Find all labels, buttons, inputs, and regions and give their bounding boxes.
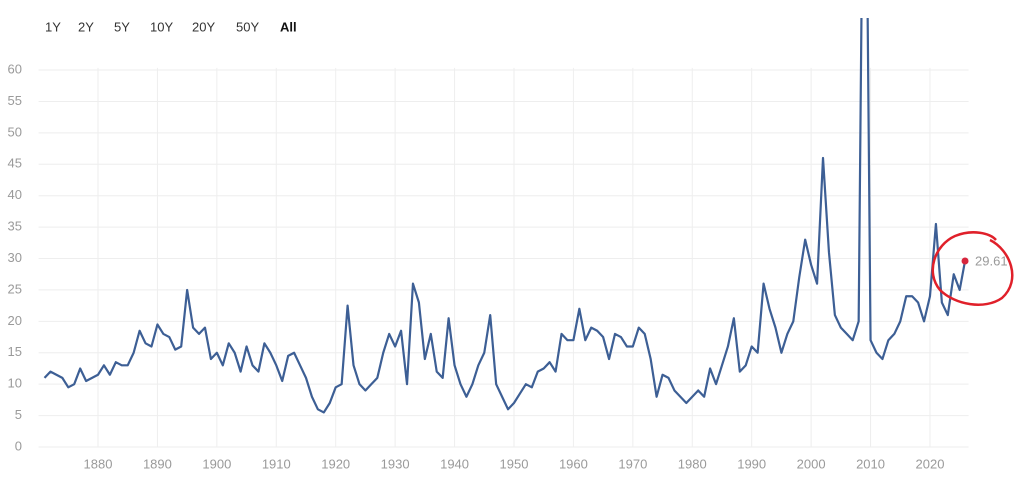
- y-tick-label: 20: [8, 313, 22, 328]
- x-tick-label: 1900: [202, 456, 231, 471]
- range-button[interactable]: 20Y: [192, 19, 215, 34]
- x-tick-label: 1940: [440, 456, 469, 471]
- y-tick-label: 15: [8, 344, 22, 359]
- plot-area: [43, 18, 967, 414]
- last-point: [961, 257, 969, 265]
- y-tick-label: 45: [8, 156, 22, 171]
- x-tick-label: 2020: [916, 456, 945, 471]
- range-button[interactable]: 10Y: [150, 19, 173, 34]
- x-tick-label: 1930: [381, 456, 410, 471]
- range-button[interactable]: 2Y: [78, 19, 94, 34]
- grid: [38, 67, 969, 448]
- y-tick-label: 5: [15, 407, 22, 422]
- range-button[interactable]: 5Y: [114, 19, 130, 34]
- line-series: [43, 18, 967, 414]
- x-tick-label: 2000: [797, 456, 826, 471]
- y-tick-label: 40: [8, 187, 22, 202]
- x-tick-label: 1950: [500, 456, 529, 471]
- last-value-label: 29.61: [975, 253, 1008, 268]
- x-tick-label: 1880: [84, 456, 113, 471]
- y-tick-label: 60: [8, 61, 22, 76]
- x-tick-label: 1910: [262, 456, 291, 471]
- y-tick-label: 55: [8, 93, 22, 108]
- y-tick-label: 50: [8, 124, 22, 139]
- y-tick-label: 10: [8, 376, 22, 391]
- y-tick-label: 30: [8, 250, 22, 265]
- x-tick-label: 1960: [559, 456, 588, 471]
- range-button[interactable]: All: [280, 19, 297, 34]
- x-tick-label: 1890: [143, 456, 172, 471]
- range-button[interactable]: 1Y: [45, 19, 61, 34]
- x-tick-label: 2010: [856, 456, 885, 471]
- x-tick-label: 1990: [737, 456, 766, 471]
- x-tick-label: 1970: [618, 456, 647, 471]
- range-button[interactable]: 50Y: [236, 19, 259, 34]
- y-tick-label: 25: [8, 281, 22, 296]
- x-tick-label: 1980: [678, 456, 707, 471]
- y-tick-label: 35: [8, 219, 22, 234]
- hand-drawn-circle: [931, 231, 1014, 306]
- x-tick-label: 1920: [321, 456, 350, 471]
- y-tick-label: 0: [15, 438, 22, 453]
